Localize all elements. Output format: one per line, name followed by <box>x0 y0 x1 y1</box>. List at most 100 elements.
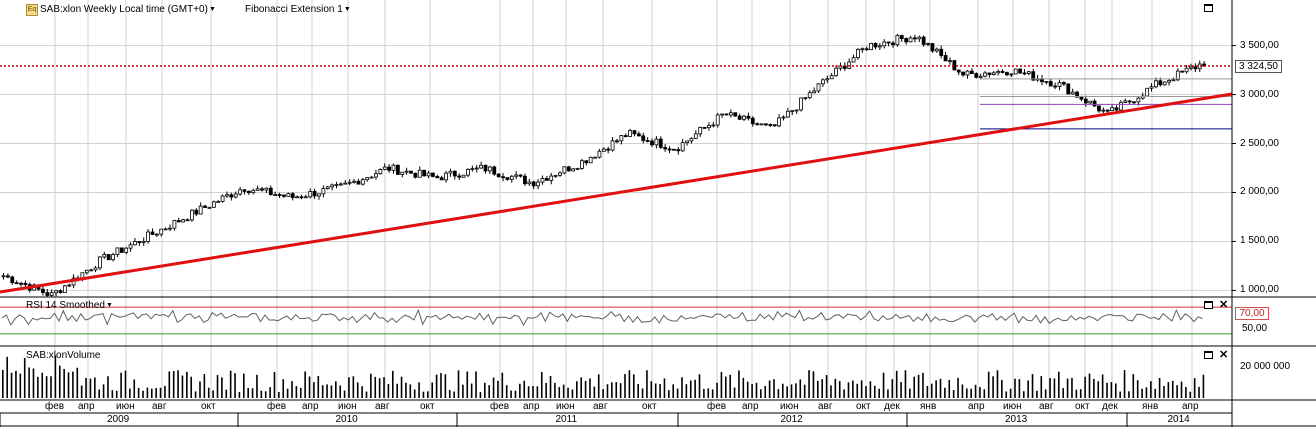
month-label: фев <box>267 401 287 412</box>
chevron-down-icon[interactable]: ▼ <box>343 6 351 13</box>
candle-body <box>1053 85 1058 88</box>
candle-body <box>391 164 396 171</box>
candle-body <box>601 148 606 152</box>
candle-body <box>246 190 251 194</box>
volume-bar <box>479 391 482 398</box>
chevron-down-icon[interactable]: ▼ <box>105 302 113 309</box>
candle-body <box>426 172 431 177</box>
rsi-label[interactable]: RSI 14 Smoothed <box>26 300 105 311</box>
symbol-header[interactable]: Eq SAB:xlon Weekly Local time (GMT+0) ▼ <box>26 4 216 16</box>
volume-bar <box>654 383 657 398</box>
candle-body <box>877 45 882 48</box>
volume-bar <box>19 373 22 398</box>
volume-bar <box>41 372 44 398</box>
study-header[interactable]: Fibonacci Extension 1 ▼ <box>245 4 351 16</box>
volume-bar <box>1132 374 1135 398</box>
volume-bar <box>374 376 377 398</box>
volume-bar <box>383 377 385 398</box>
maximize-icon[interactable] <box>1204 4 1213 12</box>
candle-body <box>211 201 216 208</box>
candle-body <box>501 176 505 179</box>
candle-body <box>457 175 462 178</box>
candle-body <box>571 168 576 172</box>
volume-bar <box>343 390 346 398</box>
candle-body <box>1123 100 1128 103</box>
maximize-icon[interactable] <box>1204 301 1213 309</box>
candle-body <box>10 276 15 284</box>
study-label[interactable]: Fibonacci Extension 1 <box>245 4 343 15</box>
price-panel[interactable] <box>0 0 1232 297</box>
volume-bar <box>944 387 946 398</box>
candle-body <box>163 228 168 231</box>
candle-body <box>176 220 181 223</box>
candle-body <box>49 292 54 296</box>
candle-body <box>623 135 628 137</box>
month-label: окт <box>856 401 871 412</box>
volume-bar <box>611 382 613 398</box>
rsi-header[interactable]: RSI 14 Smoothed ▼ <box>26 300 113 312</box>
candle-body <box>374 173 378 178</box>
candle-body <box>667 148 672 151</box>
volume-bar <box>435 374 438 398</box>
volume-bar <box>484 382 486 398</box>
close-icon[interactable]: ✕ <box>1219 349 1229 361</box>
volume-bar <box>159 387 162 398</box>
volume-bar <box>107 376 109 398</box>
candle-body <box>1018 68 1022 74</box>
volume-bar <box>72 371 74 398</box>
volume-bar <box>597 374 600 398</box>
candle-body <box>698 127 703 135</box>
volume-bar <box>164 385 166 398</box>
chevron-down-icon[interactable]: ▼ <box>208 6 216 13</box>
volume-bar <box>760 389 762 398</box>
volume-bar <box>961 384 964 398</box>
close-icon[interactable]: ✕ <box>1219 299 1229 311</box>
volume-header[interactable]: SAB:xlonVolume <box>26 350 101 362</box>
month-label: апр <box>523 401 540 412</box>
candle-body <box>829 75 834 80</box>
month-label: авг <box>152 401 167 412</box>
volume-bar <box>28 367 30 398</box>
candle-body <box>978 75 983 78</box>
candle-body <box>772 124 777 127</box>
candle-body <box>764 123 768 126</box>
volume-bar <box>1088 373 1091 398</box>
volume-bar <box>1093 378 1095 398</box>
volume-bar <box>891 379 894 398</box>
candle-body <box>260 188 264 191</box>
month-label: апр <box>742 401 759 412</box>
volume-bar <box>917 374 920 398</box>
candle-body <box>544 178 549 181</box>
symbol-label[interactable]: SAB:xlon Weekly Local time (GMT+0) <box>40 4 208 15</box>
volume-bar <box>15 370 17 398</box>
volume-bar <box>935 380 937 398</box>
volume-bar <box>32 368 35 398</box>
candle-body <box>303 196 308 199</box>
volume-bar <box>755 382 758 398</box>
volume-bar <box>475 371 477 398</box>
rsi-panel[interactable] <box>0 297 1232 346</box>
volume-bar <box>742 377 745 398</box>
volume-label[interactable]: SAB:xlonVolume <box>26 350 101 361</box>
volume-bar <box>843 389 845 398</box>
trendline[interactable] <box>0 92 1233 294</box>
candle-body <box>356 180 361 185</box>
candle-body <box>1110 107 1114 111</box>
candle-body <box>860 48 865 51</box>
candle-body <box>899 35 904 39</box>
candle-body <box>295 196 299 199</box>
volume-bar <box>282 379 285 398</box>
volume-bar <box>562 384 565 398</box>
candle-body <box>62 285 67 294</box>
candle-body <box>505 177 510 180</box>
candle-body <box>1132 101 1136 104</box>
volume-bar <box>317 375 320 398</box>
candle-body <box>1171 79 1176 82</box>
volume-bar <box>405 382 407 398</box>
volume-bar <box>466 371 469 398</box>
volume-bar <box>878 388 880 398</box>
candle-body <box>711 124 716 127</box>
maximize-icon[interactable] <box>1204 351 1213 359</box>
candle-body <box>387 166 392 171</box>
candle-body <box>825 78 830 81</box>
